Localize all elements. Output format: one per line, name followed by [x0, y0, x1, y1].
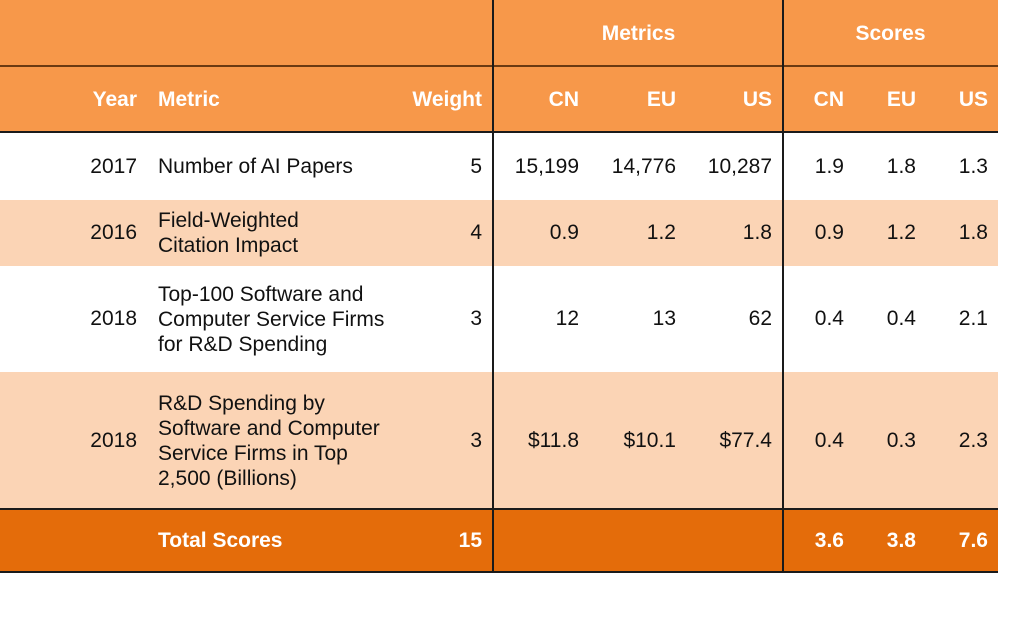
col-header-score-us: US: [958, 88, 988, 111]
cell-metric-cn: 0.9: [549, 221, 579, 244]
col-header-year: Year: [92, 88, 137, 111]
cell-metric: R&D Spending by Software and Computer Se…: [158, 391, 380, 490]
cell-metric-us: 10,287: [707, 154, 772, 178]
cell-year: 2018: [90, 307, 137, 330]
cell-metric-cn: $11.8: [528, 428, 579, 452]
total-score-eu: 3.8: [886, 529, 916, 552]
cell-metric-cn: 15,199: [514, 154, 579, 178]
table-bottom-line: [0, 571, 998, 573]
cell-score-us: 1.3: [958, 154, 988, 178]
cell-score-us: 1.8: [958, 221, 988, 244]
cell-score-eu: 1.2: [886, 221, 916, 244]
col-header-weight: Weight: [412, 88, 482, 111]
col-header-score-cn: CN: [813, 88, 844, 111]
cell-weight: 5: [470, 154, 482, 178]
cell-metric-eu: 1.2: [646, 221, 676, 244]
cell-metric-cn: 12: [555, 307, 579, 330]
cell-metric: Top-100 Software and Computer Service Fi…: [158, 282, 385, 356]
cell-score-eu: 1.8: [886, 154, 916, 178]
cell-score-cn: 1.9: [814, 154, 844, 178]
col-header-metric-cn: CN: [548, 88, 579, 111]
cell-score-cn: 0.4: [814, 428, 844, 452]
cell-score-eu: 0.4: [886, 307, 916, 330]
cell-metric-eu: 13: [652, 307, 676, 330]
header-divider-line: [0, 65, 998, 67]
table-row: 2018 R&D Spending by Software and Comput…: [0, 372, 998, 509]
cell-year: 2017: [90, 154, 137, 178]
total-score-cn: 3.6: [814, 529, 844, 552]
column-header-row: Year Metric Weight CN EU US CN EU US: [0, 67, 998, 133]
total-score-us: 7.6: [958, 529, 988, 552]
cell-score-cn: 0.9: [814, 221, 844, 244]
total-weight: 15: [458, 529, 482, 552]
cell-score-cn: 0.4: [814, 307, 844, 330]
cell-score-us: 2.1: [958, 307, 988, 330]
metrics-separator-line: [492, 0, 494, 573]
cell-weight: 4: [470, 221, 482, 244]
cell-year: 2016: [90, 221, 137, 244]
scores-separator-line: [782, 0, 784, 573]
cell-metric: Field-Weighted Citation Impact: [158, 209, 299, 257]
header-bottom-line: [0, 131, 998, 133]
group-header-row: Metrics Scores: [0, 0, 998, 67]
cell-metric-us: $77.4: [719, 428, 772, 452]
group-header-metrics: Metrics: [601, 21, 676, 45]
cell-metric: Number of AI Papers: [158, 155, 353, 178]
col-header-metric-us: US: [742, 88, 772, 111]
scores-table: Metrics Scores Year Metric Weight CN EU …: [0, 0, 998, 573]
col-header-metric: Metric: [158, 88, 220, 111]
group-header-scores: Scores: [855, 21, 926, 45]
col-header-score-eu: EU: [886, 88, 916, 111]
cell-weight: 3: [470, 428, 482, 452]
cell-metric-eu: $10.1: [623, 428, 676, 452]
cell-weight: 3: [470, 307, 482, 330]
cell-metric-us: 1.8: [742, 221, 772, 244]
cell-metric-eu: 14,776: [611, 154, 676, 178]
total-row: Total Scores 15 3.6 3.8 7.6: [0, 509, 998, 573]
cell-score-us: 2.3: [958, 428, 988, 452]
col-header-metric-eu: EU: [646, 88, 676, 111]
cell-year: 2018: [90, 428, 137, 452]
table-row: 2016 Field-Weighted Citation Impact 4 0.…: [0, 200, 998, 266]
table-row: 2018 Top-100 Software and Computer Servi…: [0, 266, 998, 372]
cell-metric-us: 62: [748, 307, 772, 330]
cell-score-eu: 0.3: [886, 428, 916, 452]
total-top-line: [0, 508, 998, 510]
total-label: Total Scores: [158, 529, 283, 552]
table-row: 2017 Number of AI Papers 5 15,199 14,776…: [0, 133, 998, 200]
